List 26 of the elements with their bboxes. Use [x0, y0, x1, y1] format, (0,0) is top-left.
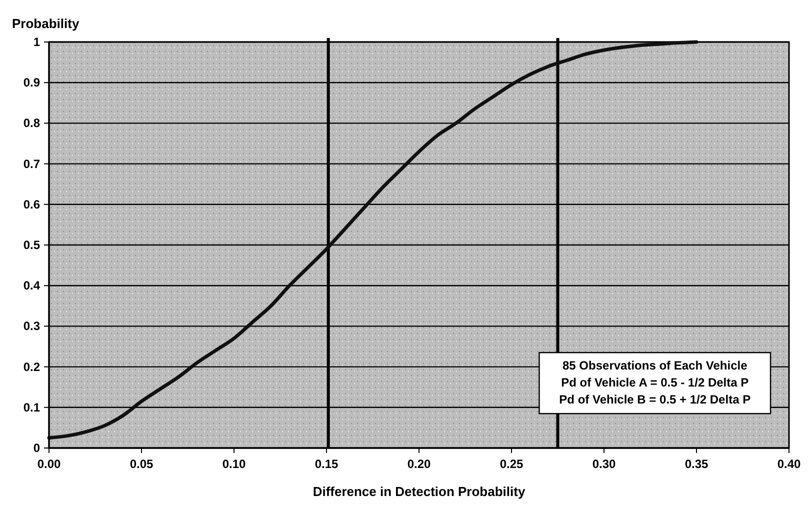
- y-tick-label: 0: [33, 441, 40, 455]
- x-tick-label: 0.20: [407, 457, 431, 471]
- y-tick-label: 0.5: [23, 238, 40, 252]
- y-tick-label: 0.9: [23, 76, 40, 90]
- x-tick-label: 0.25: [500, 457, 524, 471]
- x-tick-label: 0.35: [684, 457, 708, 471]
- annotation: Pd of Vehicle A = 0.5 - 1/2 Delta P: [561, 376, 749, 390]
- x-tick-label: 0.05: [130, 457, 154, 471]
- y-tick-label: 0.3: [23, 319, 40, 334]
- x-tick-label: 0.40: [777, 457, 801, 471]
- x-tick-label: 0.00: [37, 457, 61, 471]
- x-tick-label: 0.15: [314, 457, 338, 471]
- x-tick-label: 0.10: [222, 457, 246, 471]
- y-tick-label: 0.6: [23, 197, 40, 212]
- y-tick-label: 0.4: [23, 278, 40, 293]
- annotation: 85 Observations of Each Vehicle: [562, 358, 748, 373]
- y-tick-label: 0.8: [23, 116, 40, 130]
- x-tick-label: 0.30: [592, 457, 616, 471]
- note-box: 85 Observations of Each Vehicle Pd of Vehicle A = 0.5 - 1/2 Delta P Pd of Vehicle B = 0.5 + 1/2 Delta P: [538, 352, 772, 414]
- y-tick-label: 1: [33, 35, 40, 49]
- y-tick-label: 0.1: [23, 400, 40, 414]
- x-axis-title: Difference in Detection Probability: [312, 484, 526, 499]
- annotation: Pd of Vehicle B = 0.5 + 1/2 Delta P: [559, 392, 751, 407]
- y-tick-label: 0.2: [23, 360, 40, 374]
- y-tick-label: 0.7: [23, 156, 40, 171]
- y-axis-title: Probability: [12, 16, 80, 31]
